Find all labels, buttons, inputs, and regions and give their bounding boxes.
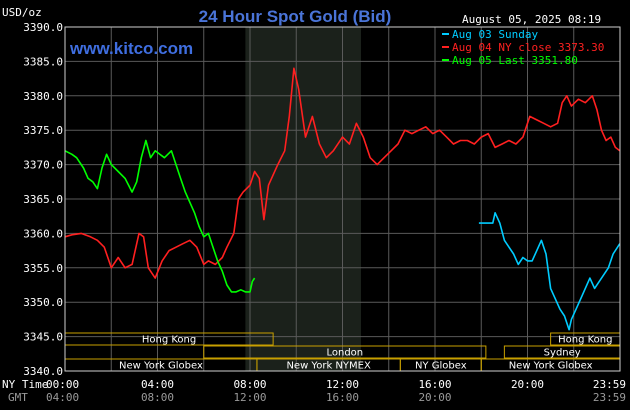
session-label: Hong Kong xyxy=(558,335,612,346)
y-tick-label: 3340.0 xyxy=(23,365,63,378)
x-tick-label-gmt: 23:59 xyxy=(593,391,626,404)
y-tick-label: 3345.0 xyxy=(23,331,63,344)
session-label: New York Globex xyxy=(509,361,593,372)
x-axis-ticks: 00:00 04:00 08:00 12:00 16:00 20:00 23:5904:00… xyxy=(46,378,626,404)
x-tick-label-ny: 04:00 xyxy=(141,378,174,391)
session-label: London xyxy=(326,348,363,359)
y-tick-label: 3350.0 xyxy=(23,296,63,309)
x-tick-label-ny: 16:00 xyxy=(418,378,451,391)
price-series xyxy=(64,67,621,331)
x-tick-label-ny: 08:00 xyxy=(233,378,266,391)
session-label: Sydney xyxy=(544,348,581,359)
series-line xyxy=(64,67,621,279)
session-label: New York Globex xyxy=(119,361,203,372)
x-tick-label-ny: 00:00 xyxy=(46,378,79,391)
series-line xyxy=(64,139,256,293)
y-tick-label: 3360.0 xyxy=(23,227,63,240)
y-tick-label: 3370.0 xyxy=(23,159,63,172)
x-tick-label-gmt: 20:00 xyxy=(418,391,451,404)
datetime-label: August 05, 2025 08:19 xyxy=(462,13,601,26)
legend-entry: Aug 05 Last 3351.80 xyxy=(452,54,578,67)
session-label: New York NYMEX xyxy=(286,361,371,372)
x-tick-label-ny: 12:00 xyxy=(326,378,359,391)
y-tick-label: 3375.0 xyxy=(23,124,63,137)
x-tick-label-ny: 23:59 xyxy=(593,378,626,391)
x-tick-label-ny: 20:00 xyxy=(511,378,544,391)
y-tick-label: 3365.0 xyxy=(23,193,63,206)
session-label: Hong Kong xyxy=(142,335,196,346)
session-bar: Hong Kong xyxy=(550,332,621,346)
y-axis-ticks: 3340.0 3345.0 3350.0 3355.0 3360.0 3365.0 3370… xyxy=(23,21,63,378)
x-tick-label-gmt: 08:00 xyxy=(141,391,174,404)
plot-area: Hong Kong London New York Globex New York N… xyxy=(64,26,621,372)
y-tick-label: 3390.0 xyxy=(23,21,63,34)
x-tick-label-gmt: 16:00 xyxy=(326,391,359,404)
session-bar: London xyxy=(203,345,487,359)
y-tick-label: 3355.0 xyxy=(23,262,63,275)
gmt-label: GMT xyxy=(8,391,28,404)
y-tick-label: 3385.0 xyxy=(23,55,63,68)
x-tick-label-gmt: 04:00 xyxy=(46,391,79,404)
y-unit-label: USD/oz xyxy=(2,6,42,19)
session-label: NY Globex xyxy=(415,361,467,372)
legend-entry: Aug 03 Sunday xyxy=(452,28,538,41)
ny-time-label: NY Time xyxy=(2,378,48,391)
y-tick-label: 3380.0 xyxy=(23,90,63,103)
x-tick-label-gmt: 12:00 xyxy=(233,391,266,404)
plot-frame xyxy=(64,26,621,372)
website-link[interactable]: www.kitco.com xyxy=(69,39,193,58)
series-line xyxy=(478,212,621,331)
legend-entry: Aug 04 NY close 3373.30 xyxy=(452,41,604,54)
chart-title: 24 Hour Spot Gold (Bid) xyxy=(199,7,392,26)
